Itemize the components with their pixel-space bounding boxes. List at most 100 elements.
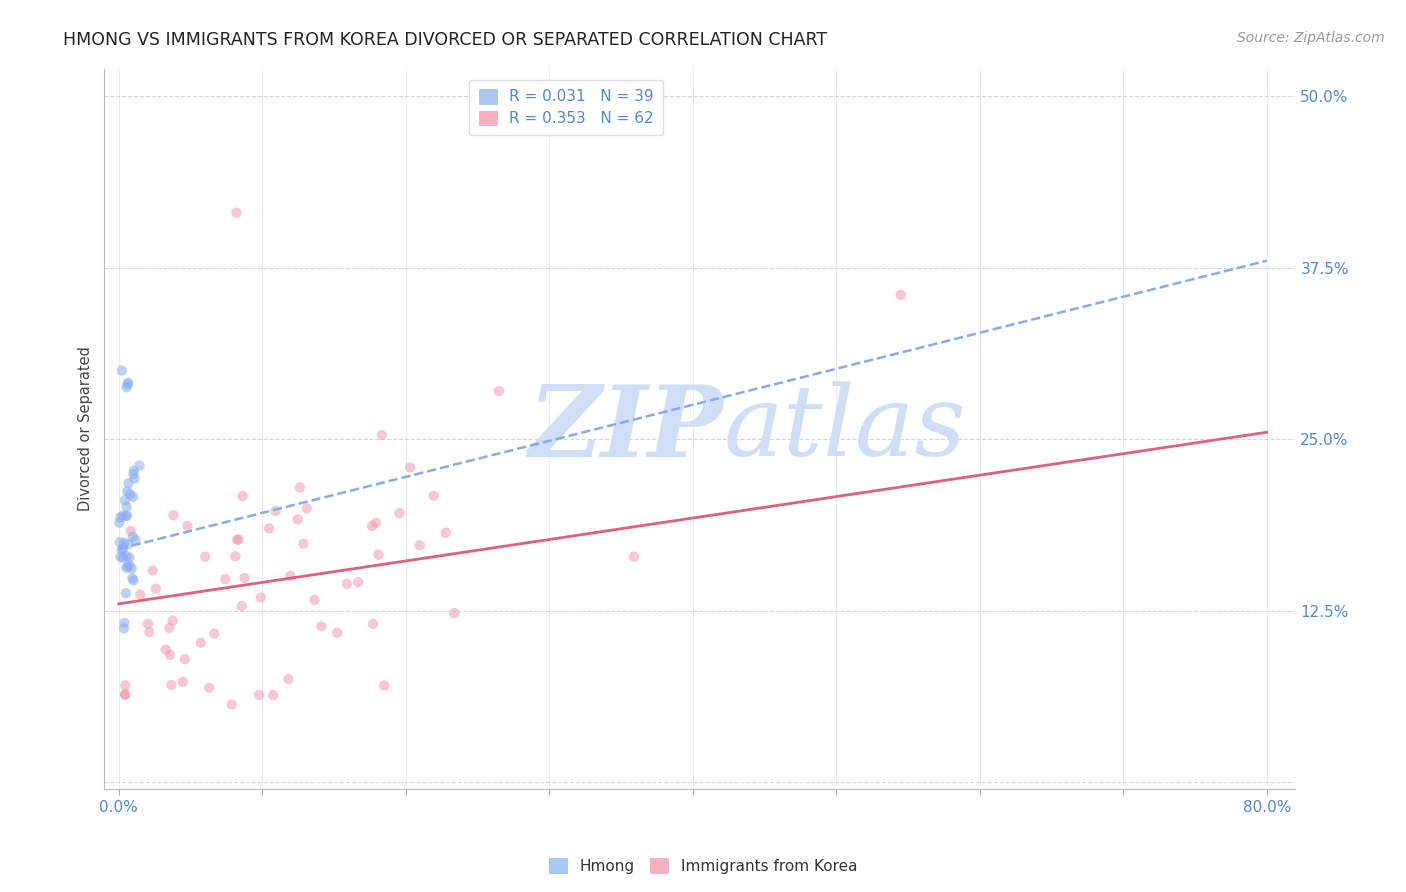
Point — [198, 681, 221, 695]
Point — [114, 678, 136, 692]
Point — [136, 616, 159, 631]
Point — [202, 626, 225, 640]
Point — [115, 500, 138, 514]
Legend: Hmong, Immigrants from Korea: Hmong, Immigrants from Korea — [543, 852, 863, 880]
Point — [277, 672, 299, 686]
Point — [287, 512, 309, 526]
Text: Source: ZipAtlas.com: Source: ZipAtlas.com — [1237, 31, 1385, 45]
Point — [367, 548, 389, 562]
Point — [225, 205, 247, 219]
Point — [110, 510, 132, 524]
Point — [194, 549, 217, 564]
Y-axis label: Divorced or Separated: Divorced or Separated — [79, 346, 93, 511]
Point — [292, 536, 315, 550]
Point — [121, 561, 143, 575]
Point — [443, 606, 465, 620]
Point — [112, 541, 135, 556]
Point — [120, 524, 142, 538]
Point — [122, 490, 145, 504]
Point — [128, 458, 150, 473]
Point — [233, 571, 256, 585]
Point — [108, 535, 131, 549]
Point — [176, 519, 198, 533]
Point — [115, 549, 138, 563]
Point — [347, 575, 370, 590]
Point — [111, 363, 134, 377]
Point — [399, 460, 422, 475]
Point — [224, 549, 246, 564]
Point — [172, 674, 194, 689]
Point — [115, 508, 138, 523]
Point — [434, 525, 457, 540]
Text: HMONG VS IMMIGRANTS FROM KOREA DIVORCED OR SEPARATED CORRELATION CHART: HMONG VS IMMIGRANTS FROM KOREA DIVORCED … — [63, 31, 827, 49]
Point — [138, 625, 160, 640]
Point — [117, 537, 139, 551]
Point — [122, 574, 145, 588]
Point — [115, 586, 138, 600]
Point — [118, 550, 141, 565]
Point — [264, 504, 287, 518]
Point — [190, 636, 212, 650]
Point — [373, 678, 395, 692]
Point — [232, 489, 254, 503]
Point — [257, 521, 280, 535]
Point — [118, 558, 141, 573]
Point — [361, 616, 384, 631]
Point — [112, 535, 135, 549]
Point — [117, 476, 139, 491]
Point — [623, 549, 645, 564]
Point — [160, 678, 183, 692]
Point — [228, 533, 250, 547]
Point — [121, 530, 143, 544]
Point — [388, 506, 411, 520]
Point — [288, 480, 311, 494]
Point — [115, 484, 138, 499]
Point — [221, 698, 243, 712]
Point — [110, 549, 132, 564]
Point — [488, 384, 510, 398]
Point — [361, 519, 384, 533]
Point — [159, 648, 181, 662]
Point — [326, 625, 349, 640]
Point — [173, 652, 195, 666]
Point — [408, 538, 430, 552]
Text: ZIP: ZIP — [529, 381, 724, 477]
Point — [890, 288, 912, 302]
Point — [114, 688, 136, 702]
Point — [162, 614, 184, 628]
Point — [114, 688, 136, 702]
Point — [162, 508, 184, 523]
Point — [142, 563, 165, 577]
Point — [117, 559, 139, 574]
Point — [371, 428, 394, 442]
Point — [118, 487, 141, 501]
Point — [304, 592, 326, 607]
Point — [115, 508, 138, 523]
Point — [111, 508, 134, 523]
Point — [115, 380, 138, 394]
Point — [124, 471, 146, 485]
Point — [129, 588, 152, 602]
Point — [249, 591, 271, 605]
Point — [155, 642, 177, 657]
Point — [122, 467, 145, 482]
Point — [112, 615, 135, 630]
Point — [214, 572, 236, 586]
Point — [114, 493, 136, 508]
Point — [121, 571, 143, 585]
Point — [124, 533, 146, 548]
Point — [262, 688, 284, 702]
Point — [280, 569, 302, 583]
Point — [423, 489, 446, 503]
Point — [108, 516, 131, 530]
Point — [115, 561, 138, 575]
Point — [157, 621, 180, 635]
Point — [336, 577, 359, 591]
Point — [226, 533, 249, 547]
Point — [112, 621, 135, 635]
Point — [122, 464, 145, 478]
Point — [110, 542, 132, 557]
Legend: R = 0.031   N = 39, R = 0.353   N = 62: R = 0.031 N = 39, R = 0.353 N = 62 — [470, 79, 662, 136]
Point — [231, 599, 253, 613]
Point — [364, 516, 387, 530]
